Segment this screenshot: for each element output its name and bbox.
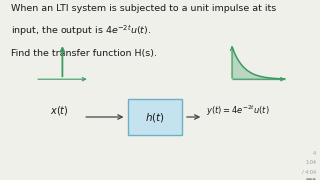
Text: $h(t)$: $h(t)$ — [145, 111, 165, 123]
FancyBboxPatch shape — [128, 99, 182, 135]
Text: 1:04: 1:04 — [305, 160, 316, 165]
Text: input, the output is $4e^{-2t}u(t)$.: input, the output is $4e^{-2t}u(t)$. — [11, 23, 151, 38]
Text: $x(t)$: $x(t)$ — [50, 104, 68, 117]
Text: 4: 4 — [313, 151, 316, 156]
Text: Find the transfer function H(s).: Find the transfer function H(s). — [11, 49, 157, 58]
Text: ●●●: ●●● — [305, 178, 316, 180]
Text: / 4:04: / 4:04 — [302, 169, 316, 174]
Text: When an LTI system is subjected to a unit impulse at its: When an LTI system is subjected to a uni… — [11, 4, 276, 13]
Text: $y(t) = 4e^{-2t}u(t)$: $y(t) = 4e^{-2t}u(t)$ — [206, 103, 270, 118]
